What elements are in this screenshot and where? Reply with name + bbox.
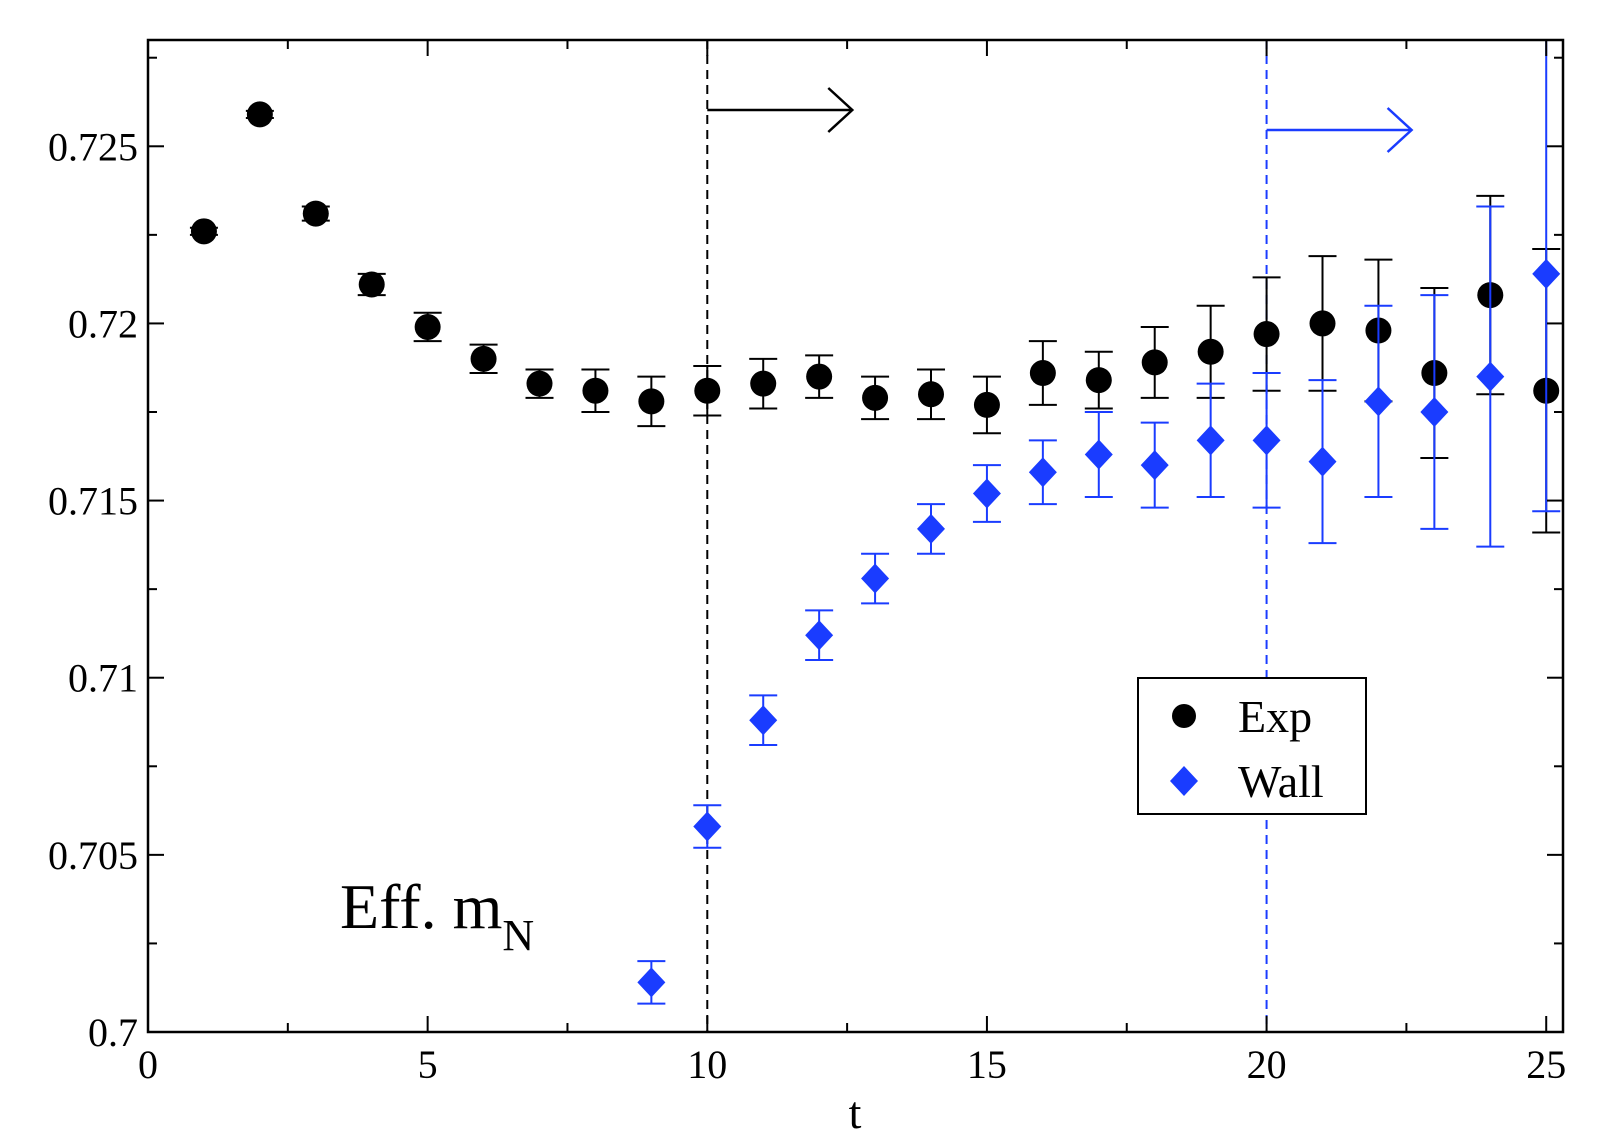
data-point: [1364, 386, 1393, 417]
data-point: [302, 200, 329, 227]
data-point: [861, 563, 890, 594]
data-point: [246, 101, 273, 128]
y-tick-label: 0.725: [48, 124, 138, 169]
data-point: [1084, 439, 1113, 470]
data-point: [806, 363, 833, 390]
x-tick-label: 10: [687, 1042, 727, 1087]
y-tick-label: 0.715: [48, 479, 138, 524]
y-tick-label: 0.72: [68, 301, 138, 346]
data-point: [470, 345, 497, 372]
y-tick-label: 0.71: [68, 656, 138, 701]
legend-wall-label: Wall: [1238, 756, 1324, 807]
data-point: [918, 381, 945, 408]
arrow-head: [827, 87, 855, 133]
annotation-main: Eff. m: [340, 871, 502, 942]
data-point: [190, 218, 217, 245]
data-point: [1420, 397, 1449, 427]
data-point: [917, 513, 946, 544]
axes: 0 5 10 15 20 25 0.7 0.705 0.71 0.715 0.72 0.725: [48, 40, 1566, 1087]
data-point: [358, 271, 385, 298]
reference-lines: [706, 40, 1414, 1032]
legend-box: [1137, 677, 1367, 815]
x-tick-label: 0: [138, 1042, 158, 1087]
data-point: [750, 370, 777, 397]
legend-exp-label: Exp: [1238, 691, 1312, 742]
x-tick-label: 15: [967, 1042, 1007, 1087]
x-tick-label: 5: [418, 1042, 438, 1087]
data-point: [972, 478, 1001, 509]
data-point: [638, 388, 665, 415]
data-point: [526, 370, 553, 397]
data-layer: [189, 40, 1561, 1005]
data-point: [1085, 367, 1112, 394]
data-point: [749, 705, 778, 736]
data-point: [1140, 450, 1169, 481]
x-axis-label: t: [849, 1087, 862, 1138]
data-point: [862, 384, 889, 411]
data-point: [1252, 425, 1281, 456]
data-point: [1476, 361, 1505, 392]
data-point: [582, 377, 609, 404]
y-tick-label: 0.705: [48, 833, 138, 878]
data-point: [1309, 310, 1336, 337]
series-exp: [189, 101, 1561, 534]
data-point: [637, 967, 666, 998]
effective-mass-annotation: Eff. mN: [340, 871, 534, 960]
x-tick-label: 25: [1526, 1042, 1566, 1087]
arrow-head: [1386, 107, 1414, 153]
data-point: [1197, 338, 1224, 365]
data-point: [694, 377, 721, 404]
data-point: [693, 811, 722, 842]
data-point: [805, 620, 834, 651]
data-point: [1532, 258, 1561, 289]
data-point: [1028, 457, 1057, 488]
data-point: [414, 313, 441, 340]
data-point: [973, 391, 1000, 418]
data-point: [1196, 425, 1225, 456]
data-point: [1029, 360, 1056, 387]
series-wall: [637, 40, 1561, 1005]
data-point: [1253, 321, 1280, 348]
legend-wall-marker: [1170, 766, 1198, 796]
legend: Exp Wall: [1137, 677, 1367, 815]
annotation-subscript: N: [502, 911, 534, 960]
x-tick-label: 20: [1247, 1042, 1287, 1087]
y-tick-label: 0.7: [88, 1010, 138, 1055]
data-point: [1141, 349, 1168, 376]
data-point: [1308, 446, 1337, 477]
plot-frame: [146, 38, 1565, 1034]
legend-exp-marker: [1172, 704, 1196, 728]
